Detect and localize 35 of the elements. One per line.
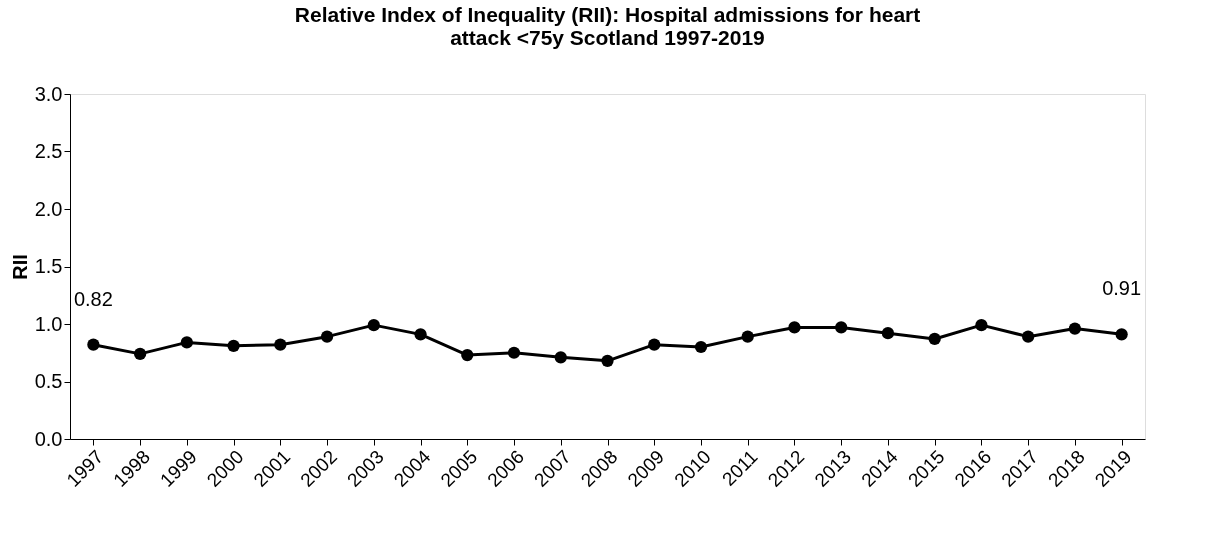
text: 2.0 — [34, 197, 63, 220]
point — [320, 330, 334, 343]
point — [694, 340, 708, 354]
point — [881, 327, 895, 340]
point — [741, 330, 754, 343]
text: attack <75y Scotland 1997-2019 — [450, 26, 765, 49]
data-label: 0.91 — [1102, 277, 1142, 300]
point — [1022, 330, 1035, 343]
point — [835, 321, 848, 334]
text: 2.5 — [34, 140, 63, 162]
point — [227, 339, 240, 352]
point — [601, 354, 614, 367]
text: 1.5 — [34, 255, 63, 277]
text: 0.0 — [34, 427, 63, 450]
point — [928, 332, 941, 346]
point — [87, 338, 100, 351]
point — [1068, 322, 1082, 335]
point — [414, 328, 427, 341]
text: 0.5 — [34, 370, 63, 392]
point — [274, 338, 287, 351]
point — [648, 338, 661, 351]
point — [1115, 328, 1128, 341]
point — [507, 346, 521, 359]
point — [367, 319, 380, 332]
y-axis-title: RII — [8, 254, 31, 280]
point — [554, 351, 567, 364]
text: 1.0 — [34, 312, 63, 335]
point — [975, 319, 988, 332]
point — [461, 348, 474, 362]
point — [133, 347, 147, 361]
text: Relative Index of Inequality (RII): Hospital admissions for heart — [294, 3, 921, 26]
point — [180, 336, 193, 349]
point — [788, 321, 801, 334]
text: 3.0 — [34, 82, 63, 105]
data-label: 0.82 — [73, 287, 113, 310]
